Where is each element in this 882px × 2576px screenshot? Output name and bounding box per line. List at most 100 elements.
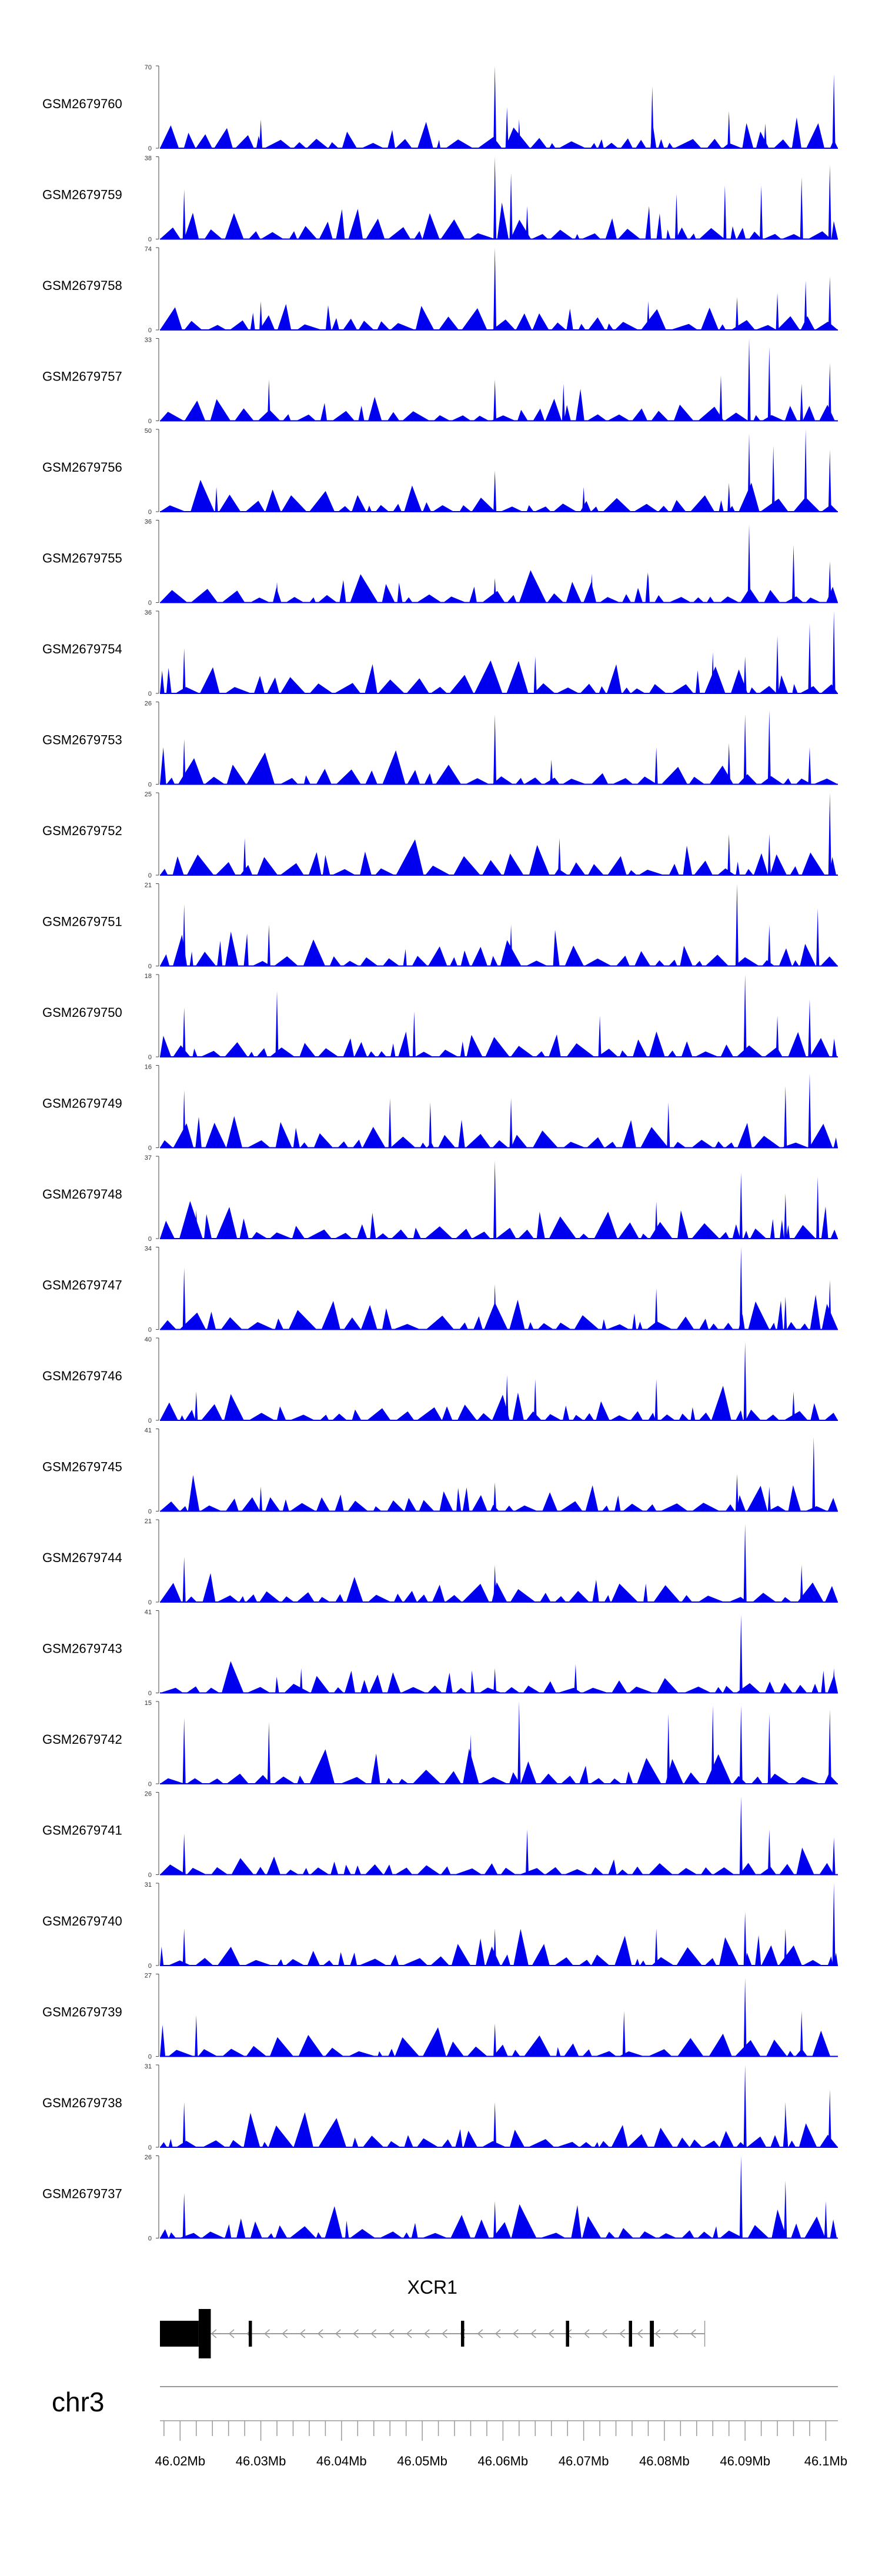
track-GSM2679741: GSM2679741 26 0: [42, 1791, 838, 1879]
track-GSM2679750: GSM2679750 18 0: [42, 973, 838, 1061]
track-label: GSM2679737: [42, 2187, 122, 2201]
coverage-tracks: GSM2679760700GSM2679759380GSM2679758740G…: [42, 64, 838, 2243]
strand-arrow: [477, 2329, 483, 2338]
coverage-peak: [739, 1796, 743, 1875]
strand-arrow: [353, 2329, 359, 2338]
coverage-peak: [182, 1718, 186, 1784]
coverage-peak: [622, 2011, 626, 2057]
strand-arrow: [442, 2329, 447, 2338]
y-max-label: 26: [145, 1791, 152, 1798]
exon: [160, 2321, 199, 2347]
coverage-peak: [784, 1296, 787, 1330]
y-max-label: 70: [145, 64, 152, 71]
track-label: GSM2679760: [42, 96, 122, 111]
coverage-area: [160, 839, 837, 875]
coverage-peak: [182, 1090, 186, 1148]
axis-tick-label: 46.05Mb: [397, 2454, 447, 2468]
axis-tick-label: 46.06Mb: [478, 2454, 529, 2468]
coverage-peak: [828, 276, 831, 330]
coverage-peak: [739, 1247, 743, 1330]
y-max-label: 27: [145, 1973, 152, 1980]
coverage-peak: [654, 1202, 658, 1239]
coverage-peak: [275, 582, 279, 603]
y-min-label: 0: [148, 1872, 152, 1879]
coverage-peak: [739, 1173, 743, 1239]
y-max-label: 41: [145, 1609, 152, 1616]
coverage-area: [160, 930, 838, 966]
coverage-peak: [493, 2102, 497, 2147]
coverage-peak: [182, 2193, 186, 2238]
y-max-label: 50: [145, 428, 152, 435]
y-max-label: 37: [145, 1154, 152, 1162]
strand-arrow: [548, 2329, 554, 2338]
coverage-peak: [828, 561, 831, 603]
track-label: GSM2679743: [42, 1641, 122, 1656]
y-min-label: 0: [148, 2144, 152, 2151]
coverage-peak: [182, 189, 186, 239]
y-max-label: 31: [145, 2063, 152, 2070]
coverage-peak: [259, 301, 263, 330]
track-label: GSM2679741: [42, 1823, 122, 1838]
coverage-area: [160, 1031, 837, 1057]
strand-arrow: [619, 2329, 625, 2338]
exon: [566, 2321, 569, 2347]
coverage-peak: [792, 1392, 796, 1420]
coverage-peak: [808, 1073, 811, 1148]
coverage-peak: [727, 111, 731, 148]
coverage-peak: [727, 483, 731, 512]
track-GSM2679744: GSM2679744 21 0: [42, 1518, 838, 1606]
coverage-peak: [735, 1474, 739, 1511]
coverage-peak: [735, 297, 739, 330]
strand-arrow: [282, 2329, 288, 2338]
coverage-area: [160, 479, 838, 512]
coverage-peak: [259, 119, 263, 148]
track-GSM2679756: GSM2679756 50 0: [42, 428, 838, 516]
coverage-peak: [767, 710, 771, 785]
coverage-peak: [743, 975, 747, 1057]
coverage-peak: [493, 379, 497, 421]
coverage-peak: [824, 2201, 827, 2238]
coverage-area: [160, 1116, 838, 1148]
track-label: GSM2679744: [42, 1550, 122, 1565]
track-label: GSM2679748: [42, 1187, 122, 1202]
y-min-label: 0: [148, 1236, 152, 1243]
coverage-peak: [739, 1706, 743, 1784]
coverage-peak: [767, 925, 771, 966]
y-min-label: 0: [148, 418, 152, 425]
coverage-peak: [509, 1098, 513, 1148]
coverage-area: [160, 2112, 838, 2147]
coverage-peak: [493, 1482, 497, 1511]
axis-tick-label: 46.07Mb: [559, 2454, 609, 2468]
coverage-peak: [767, 1486, 771, 1511]
y-max-label: 41: [145, 1427, 152, 1434]
coverage-peak: [526, 1829, 529, 1875]
track-label: GSM2679749: [42, 1096, 122, 1111]
coverage-peak: [493, 156, 497, 239]
strand-arrow: [406, 2329, 412, 2338]
coverage-peak: [667, 1714, 670, 1784]
coverage-peak: [493, 2023, 497, 2057]
coverage-peak: [582, 487, 586, 512]
y-min-label: 0: [148, 1145, 152, 1152]
coverage-peak: [739, 1614, 743, 1693]
coverage-peak: [667, 1102, 670, 1148]
track-GSM2679739: GSM2679739 27 0: [42, 1973, 838, 2061]
track-GSM2679743: GSM2679743 41 0: [42, 1609, 838, 1697]
coverage-peak: [743, 1524, 747, 1602]
coverage-peak: [727, 834, 731, 875]
strand-arrow: [335, 2329, 341, 2338]
coverage-peak: [412, 1012, 416, 1057]
coverage-peak: [711, 652, 714, 693]
coverage-area: [160, 1661, 838, 1693]
y-min-label: 0: [148, 145, 152, 152]
coverage-peak: [776, 636, 779, 693]
coverage-peak: [747, 433, 751, 512]
coverage-peak: [195, 2015, 198, 2057]
coverage-peak: [743, 714, 747, 785]
y-min-label: 0: [148, 327, 152, 334]
coverage-area: [160, 2024, 831, 2057]
coverage-peak: [526, 206, 529, 239]
track-GSM2679737: GSM2679737 26 0: [42, 2154, 838, 2243]
strand-arrow: [672, 2329, 679, 2338]
coverage-peak: [832, 1883, 836, 1966]
